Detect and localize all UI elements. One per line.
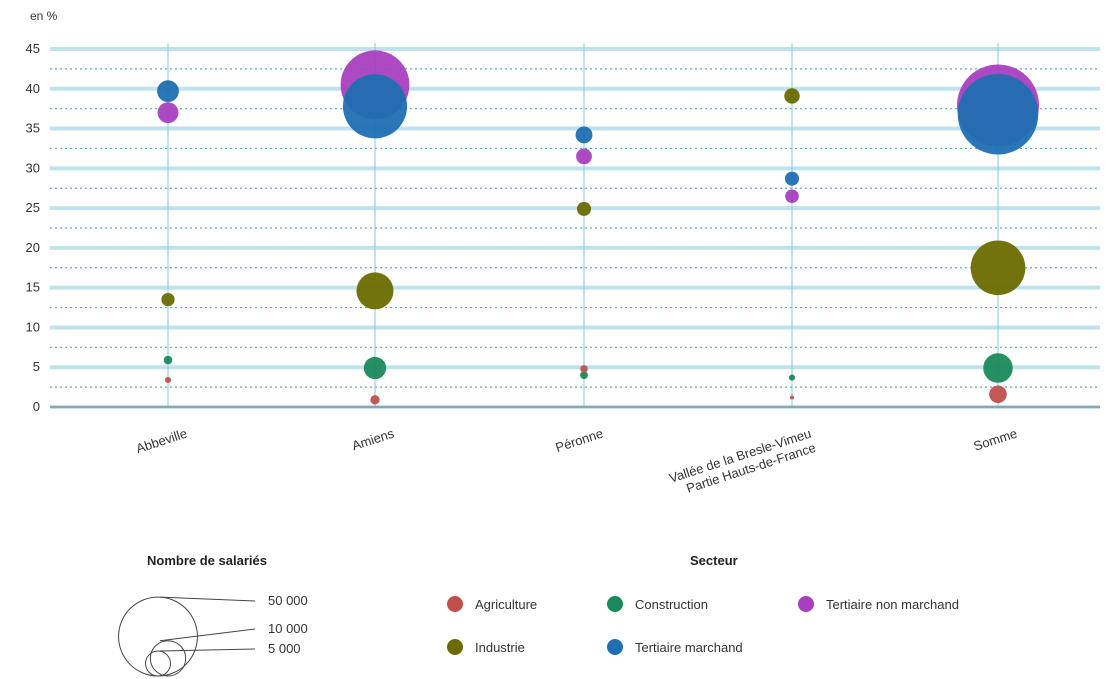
category-label-line: Somme (972, 426, 1019, 454)
y-tick-label: 15 (26, 280, 40, 295)
legend-swatch-agriculture (447, 596, 463, 612)
bubble-tertiaire-marchand-vallee-de-la-bresle-vimeu (784, 171, 800, 186)
bubble-tertiaire-marchand-abbeville (157, 80, 179, 103)
bubble-agriculture-somme (989, 385, 1007, 404)
size-legend-circle (145, 650, 171, 677)
legend-label-construction: Construction (635, 597, 708, 612)
bubble-tertiaire-marchand-somme (957, 74, 1039, 155)
size-legend-label: 50 000 (268, 593, 308, 608)
y-axis-label: en % (30, 9, 58, 23)
category-label: Somme (972, 426, 1019, 454)
bubble-tertiaire-marchand-amiens (342, 74, 408, 139)
bubble-industrie-amiens (356, 272, 394, 310)
size-legend-label: 5 000 (268, 641, 301, 656)
y-axis: 0 5 10 15 20 25 30 35 40 45 (26, 41, 1100, 414)
bubble-agriculture-peronne (580, 365, 588, 373)
category-label-line: Péronne (554, 426, 605, 455)
color-legend: Secteur Agriculture Construction Tertiaire… (447, 553, 959, 655)
bubble-industrie-somme (970, 240, 1026, 296)
size-legend-label: 10 000 (268, 621, 308, 636)
size-legend-circle (149, 640, 187, 677)
legend-label-tertiaire-marchand: Tertiaire marchand (635, 640, 743, 655)
category-label: Péronne (554, 426, 605, 455)
bubble-tertiaire-non-marchand-vallee-de-la-bresle-vimeu (785, 189, 799, 204)
bubble-tertiaire-non-marchand-peronne (576, 148, 592, 165)
y-tick-label: 5 (33, 359, 40, 374)
legend-label-agriculture: Agriculture (475, 597, 537, 612)
y-tick-label: 40 (26, 81, 40, 96)
bubble-tertiaire-marchand-peronne (575, 126, 593, 144)
y-tick-label: 0 (33, 399, 40, 414)
y-tick-label: 45 (26, 41, 40, 56)
legend-label-tertiaire-non-marchand: Tertiaire non marchand (826, 597, 959, 612)
bubble-construction-vallee-de-la-bresle-vimeu (788, 374, 796, 381)
bubble-tertiaire-non-marchand-abbeville (157, 102, 179, 124)
y-tick-label: 10 (26, 319, 40, 334)
legend-swatch-tertiaire-marchand (607, 639, 623, 655)
bubble-agriculture-amiens (370, 395, 380, 405)
color-legend-title: Secteur (690, 553, 738, 568)
y-tick-label: 25 (26, 200, 40, 215)
category-label-line: Amiens (350, 425, 396, 453)
bubble-industrie-vallee-de-la-bresle-vimeu (784, 88, 800, 104)
bubble-industrie-abbeville (161, 292, 175, 307)
size-legend-leader (159, 628, 256, 642)
size-legend: Nombre de salariés 50 000 10 000 5 000 (118, 553, 308, 677)
bubble-industrie-peronne (576, 201, 592, 216)
size-legend-leader (159, 596, 256, 602)
bubble-construction-somme (983, 353, 1013, 383)
bubble-construction-abbeville (163, 355, 173, 365)
y-tick-label: 30 (26, 160, 40, 175)
legend-swatch-construction (607, 596, 623, 612)
bubbles (157, 50, 1039, 405)
bubble-agriculture-abbeville (164, 376, 172, 384)
bubble-construction-amiens (363, 356, 387, 380)
size-legend-circle (118, 596, 198, 677)
category-label: Amiens (350, 425, 396, 453)
category-labels: Abbeville Amiens Péronne Vallée de la Bresl… (134, 425, 1019, 496)
legend-label-industrie: Industrie (475, 640, 525, 655)
legend-swatch-industrie (447, 639, 463, 655)
grid (50, 43, 1100, 409)
bubble-construction-peronne (580, 371, 588, 380)
size-legend-leader (159, 648, 256, 652)
size-legend-title: Nombre de salariés (147, 553, 267, 568)
bubble-agriculture-vallee-de-la-bresle-vimeu (790, 395, 794, 400)
y-tick-label: 35 (26, 121, 40, 136)
y-tick-label: 20 (26, 240, 40, 255)
category-label-line: Abbeville (134, 426, 189, 457)
legend-swatch-tertiaire-non-marchand (798, 596, 814, 612)
category-label: Abbeville (134, 426, 189, 457)
